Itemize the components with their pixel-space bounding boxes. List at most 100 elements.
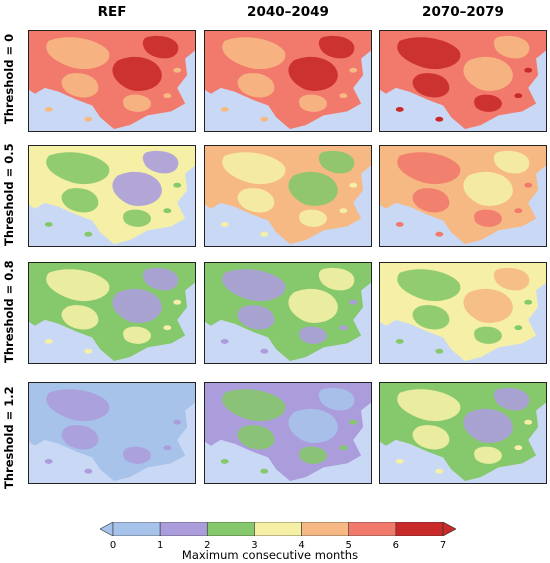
island [173,182,182,188]
row-title-3: Threshold = 1.2 [2,386,16,489]
value-patch [123,326,151,344]
colorbar-tick-label: 1 [156,540,164,551]
value-patch [299,326,327,344]
island [349,299,358,305]
value-patch [493,267,530,291]
column-title-2070: 2070–2079 [422,4,504,20]
value-patch [299,446,327,464]
value-patch [397,389,461,422]
value-patch [142,150,179,174]
island [349,67,358,73]
island [524,299,533,305]
value-patch [463,171,513,206]
island [220,221,229,227]
map-panel-r3-c0 [28,382,196,484]
value-patch [288,288,338,323]
value-patch [397,37,461,70]
island [395,458,404,464]
value-patch [222,389,286,422]
value-patch [299,209,327,227]
value-patch [493,150,530,174]
colorbar-tick-label: 7 [439,540,447,551]
colorbar-tick-label: 3 [251,540,258,551]
value-patch [463,56,513,91]
island [435,231,444,237]
value-patch [46,389,110,422]
value-patch [46,152,110,185]
island [514,208,523,214]
value-patch [222,269,286,302]
value-patch [397,152,461,185]
map-panel-r1-c0 [28,145,196,247]
island [435,348,444,354]
row-title-2: Threshold = 0.8 [2,260,16,363]
island [173,419,182,425]
colorbar-tick-label: 2 [204,540,211,551]
value-patch [112,56,162,91]
value-patch [46,269,110,302]
value-patch [318,387,355,411]
island [44,338,53,344]
value-patch [142,267,179,291]
value-patch [474,326,502,344]
column-title-2040: 2040–2049 [247,4,329,20]
island [163,445,172,451]
value-patch [61,188,99,213]
island [44,458,53,464]
value-patch [46,37,110,70]
island [173,299,182,305]
map-panel-r2-c1 [204,262,372,364]
value-patch [112,171,162,206]
value-patch [112,408,162,443]
row-title-1: Threshold = 0.5 [2,143,16,246]
column-title-ref: REF [97,4,127,20]
island [514,325,523,331]
island [524,67,533,73]
value-patch [123,209,151,227]
island [349,182,358,188]
island [395,106,404,112]
colorbar-segment [206,522,255,536]
island [84,116,93,122]
value-patch [299,94,327,112]
value-patch [493,35,530,59]
value-patch [222,37,286,70]
map-panel-r1-c1 [204,145,372,247]
value-patch [463,288,513,323]
colorbar-segment [301,522,350,536]
value-patch [412,188,450,213]
map-panel-r0-c0 [28,30,196,132]
island [44,221,53,227]
island [435,116,444,122]
island [339,208,348,214]
colorbar-segment [112,522,161,536]
island [339,445,348,451]
value-patch [237,305,275,330]
colorbar-arrow-right [442,522,456,536]
value-patch [288,56,338,91]
island [163,93,172,99]
value-patch [318,35,355,59]
island [163,208,172,214]
island [435,468,444,474]
island [163,325,172,331]
colorbar-tick-label: 4 [298,540,305,551]
island [524,419,533,425]
island [220,338,229,344]
value-patch [237,425,275,450]
colorbar [100,522,456,536]
island [44,106,53,112]
island [260,116,269,122]
value-patch [397,269,461,302]
island [220,458,229,464]
value-patch [412,425,450,450]
island [339,325,348,331]
value-patch [493,387,530,411]
colorbar-arrow-left [100,522,114,536]
island [514,445,523,451]
map-panel-r0-c2 [379,30,547,132]
island [260,231,269,237]
island [514,93,523,99]
map-panel-r1-c2 [379,145,547,247]
value-patch [61,425,99,450]
